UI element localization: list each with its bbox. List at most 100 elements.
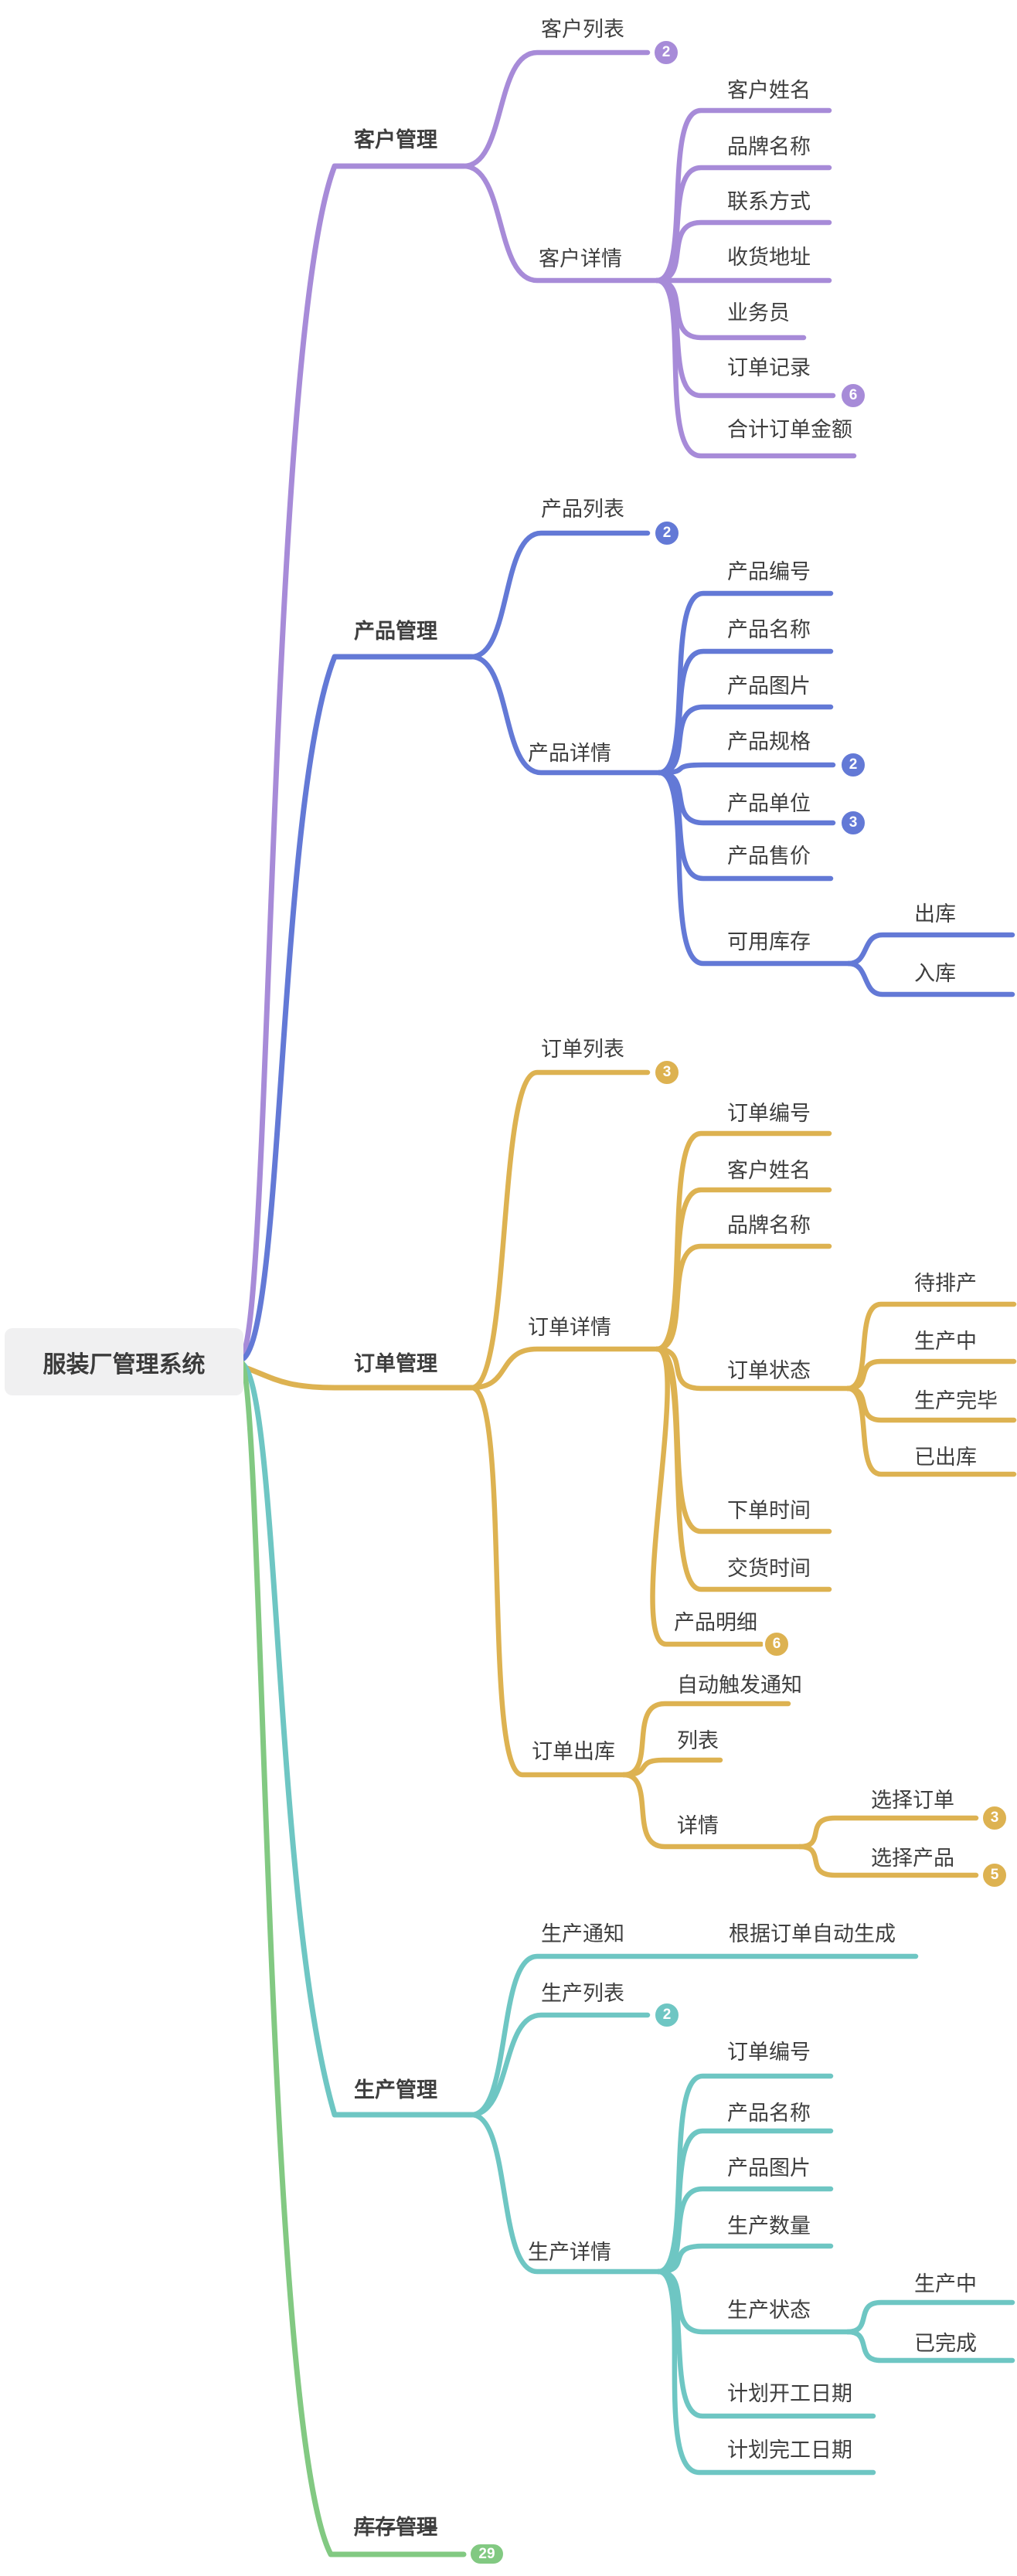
- topic-salesman[interactable]: 业务员: [727, 301, 790, 325]
- topic-prod-product-name[interactable]: 产品名称: [727, 2102, 811, 2125]
- edge-select-order: [797, 1815, 979, 1850]
- topic-product-spec[interactable]: 产品规格: [727, 730, 811, 753]
- topic-product-code[interactable]: 产品编号: [727, 560, 811, 583]
- badge-prod-list[interactable]: 2: [653, 2001, 681, 2029]
- badge-order-list[interactable]: 3: [653, 1059, 681, 1086]
- edge-total-order-amount: [654, 277, 857, 459]
- badge-order-records[interactable]: 6: [839, 382, 867, 410]
- topic-status-shipped[interactable]: 已出库: [914, 1446, 977, 1469]
- topic-order[interactable]: 订单管理: [354, 1352, 437, 1375]
- topic-prod-order-code[interactable]: 订单编号: [727, 2041, 811, 2064]
- topic-ship-detail[interactable]: 详情: [677, 1814, 719, 1837]
- topic-available-stock[interactable]: 可用库存: [727, 930, 811, 953]
- topic-customer-list[interactable]: 客户列表: [541, 18, 624, 41]
- edge-root-order: [238, 1363, 474, 1391]
- topic-customer[interactable]: 客户管理: [354, 128, 437, 151]
- topic-delivery-time[interactable]: 交货时间: [727, 1557, 811, 1580]
- topic-status-pending[interactable]: 待排产: [914, 1272, 977, 1295]
- edge-root-customer: [238, 163, 467, 1360]
- topic-select-product[interactable]: 选择产品: [871, 1847, 954, 1870]
- topic-ship-list[interactable]: 列表: [677, 1729, 719, 1752]
- branch-order-edges: [238, 1069, 1017, 1878]
- edge-prod-list: [468, 2012, 651, 2118]
- edge-product-image: [656, 704, 834, 776]
- root-topic[interactable]: 服装厂管理系统: [5, 1328, 243, 1395]
- topic-order-time[interactable]: 下单时间: [727, 1499, 811, 1522]
- topic-status-producing[interactable]: 生产中: [914, 1330, 977, 1353]
- topic-stock-in[interactable]: 入库: [914, 962, 956, 985]
- badge-product-items[interactable]: 6: [763, 1630, 791, 1658]
- topic-prod-qty[interactable]: 生产数量: [727, 2214, 811, 2238]
- topic-order-status[interactable]: 订单状态: [727, 1359, 811, 1382]
- topic-contact[interactable]: 联系方式: [727, 190, 811, 213]
- edge-root-inventory: [238, 1358, 467, 2557]
- badge-select-product[interactable]: 5: [981, 1861, 1008, 1889]
- topic-order-records[interactable]: 订单记录: [727, 356, 811, 379]
- topic-plan-start[interactable]: 计划开工日期: [727, 2382, 852, 2405]
- edge-status-shipped: [845, 1385, 1017, 1477]
- badge-inventory[interactable]: 29: [468, 2542, 505, 2566]
- topic-order-list[interactable]: 订单列表: [541, 1038, 624, 1061]
- topic-prod-list[interactable]: 生产列表: [541, 1982, 624, 2005]
- topic-prod-auto[interactable]: 根据订单自动生成: [729, 1922, 896, 1946]
- badge-product-unit[interactable]: 3: [839, 809, 867, 837]
- topic-product[interactable]: 产品管理: [354, 620, 437, 643]
- edge-product-items: [650, 1346, 764, 1647]
- topic-prod-status[interactable]: 生产状态: [727, 2299, 811, 2322]
- topic-order-code[interactable]: 订单编号: [727, 1102, 811, 1125]
- edge-auto-notify: [621, 1701, 791, 1778]
- edge-status-pending: [845, 1301, 1017, 1392]
- topic-product-list[interactable]: 产品列表: [541, 498, 624, 521]
- edge-prod-status-producing: [845, 2299, 1015, 2335]
- topic-order-cust-name[interactable]: 客户姓名: [727, 1159, 811, 1182]
- topic-prod-status-producing[interactable]: 生产中: [914, 2272, 977, 2296]
- edge-product-spec: [656, 762, 836, 776]
- topic-cust-name[interactable]: 客户姓名: [727, 79, 811, 102]
- topic-status-done[interactable]: 生产完毕: [914, 1389, 998, 1412]
- topic-address[interactable]: 收货地址: [727, 246, 811, 269]
- branch-product-edges: [238, 530, 1015, 1363]
- edge-stock-in: [845, 960, 1015, 997]
- topic-prod-detail[interactable]: 生产详情: [528, 2241, 611, 2264]
- topic-auto-notify[interactable]: 自动触发通知: [677, 1674, 802, 1697]
- topic-product-image[interactable]: 产品图片: [727, 675, 811, 698]
- edge-customer-list: [461, 49, 651, 169]
- edge-order-brand: [654, 1243, 832, 1352]
- topic-plan-end[interactable]: 计划完工日期: [727, 2438, 852, 2462]
- edge-select-product: [797, 1844, 979, 1878]
- topic-select-order[interactable]: 选择订单: [871, 1789, 954, 1812]
- topic-product-items[interactable]: 产品明细: [674, 1611, 757, 1634]
- topic-prod-status-done[interactable]: 已完成: [914, 2332, 977, 2355]
- topic-order-ship[interactable]: 订单出库: [532, 1740, 615, 1763]
- edge-product-detail: [468, 654, 662, 776]
- topic-prod-product-image[interactable]: 产品图片: [727, 2156, 811, 2180]
- topic-production[interactable]: 生产管理: [354, 2078, 437, 2102]
- edge-root-production: [238, 1360, 474, 2118]
- topic-brand-name[interactable]: 品牌名称: [727, 135, 811, 158]
- badge-select-order[interactable]: 3: [981, 1804, 1008, 1832]
- topic-total-order-amount[interactable]: 合计订单金额: [727, 418, 852, 441]
- topic-product-name[interactable]: 产品名称: [727, 618, 811, 641]
- edge-stock-out: [845, 932, 1015, 967]
- branch-customer-edges: [238, 49, 857, 1360]
- topic-product-unit[interactable]: 产品单位: [727, 792, 811, 815]
- badge-product-list[interactable]: 2: [653, 519, 681, 547]
- badge-customer-list[interactable]: 2: [652, 39, 680, 66]
- edge-order-detail: [468, 1346, 660, 1391]
- edge-contact: [654, 219, 832, 284]
- topic-order-brand[interactable]: 品牌名称: [727, 1214, 811, 1237]
- topic-customer-detail[interactable]: 客户详情: [539, 247, 622, 270]
- edge-prod-qty: [655, 2243, 834, 2275]
- topic-product-detail[interactable]: 产品详情: [528, 742, 611, 765]
- badge-product-spec[interactable]: 2: [839, 751, 867, 779]
- topic-order-detail[interactable]: 订单详情: [528, 1316, 611, 1339]
- edge-ship-detail: [621, 1772, 803, 1850]
- topic-inventory[interactable]: 库存管理: [354, 2516, 437, 2539]
- topic-product-price[interactable]: 产品售价: [727, 845, 811, 868]
- topic-prod-notice[interactable]: 生产通知: [541, 1922, 624, 1946]
- edge-order-ship: [468, 1385, 627, 1778]
- topic-stock-out[interactable]: 出库: [914, 902, 956, 926]
- edge-prod-status-done: [845, 2329, 1015, 2364]
- edge-plan-end: [655, 2268, 876, 2476]
